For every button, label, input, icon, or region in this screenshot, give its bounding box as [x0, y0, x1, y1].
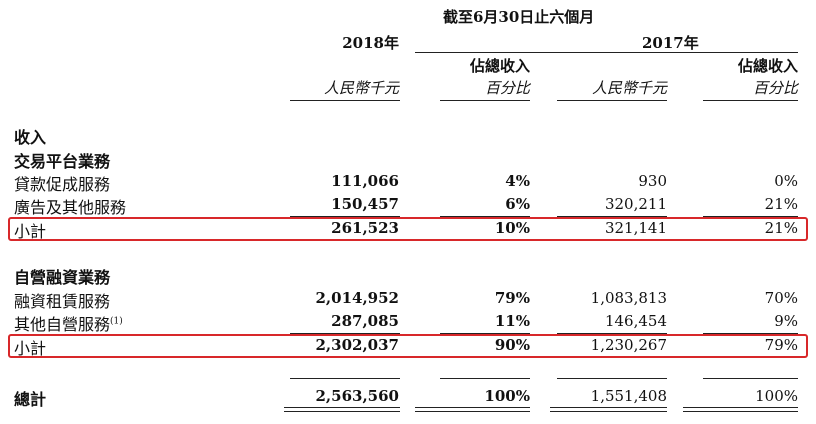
period-header: 截至6月30日止六個月: [443, 8, 595, 26]
row-label: 廣告及其他服務: [14, 198, 127, 217]
year-2017-header: 2017年: [642, 34, 699, 52]
cell-2018-pct: 11%: [494, 312, 530, 330]
subtotal-rule: [557, 333, 667, 334]
total-rule: [440, 378, 530, 379]
col3-underline: [557, 100, 667, 101]
total-double-underline: [683, 407, 798, 412]
row-label: 融資租賃服務: [14, 292, 111, 311]
cell-2018-value: 287,085: [331, 312, 399, 330]
col1-underline: [290, 100, 400, 101]
subtotal-rule: [290, 333, 400, 334]
subtotal-rule: [440, 216, 530, 217]
row-label: 貸款促成服務: [14, 175, 111, 194]
pct-header-2017-line1: 佔總收入: [737, 57, 798, 75]
pct-header-2018-line1: 佔總收入: [469, 57, 530, 75]
subtotal-rule: [290, 216, 400, 217]
footnote-marker: (1): [110, 316, 123, 327]
total-double-underline: [550, 407, 667, 412]
total-2018-pct: 100%: [484, 387, 530, 405]
total-2017-value: 1,551,408: [590, 387, 667, 405]
cell-2017-value: 1,083,813: [590, 289, 667, 307]
subtotal-2018-pct: 10%: [494, 219, 530, 237]
subtotal-label: 小計: [14, 222, 47, 241]
subtotal-highlight-box: [8, 217, 808, 241]
section-title-trading-platform: 交易平台業務: [14, 152, 111, 171]
row-label: 其他自營服務(1): [14, 311, 123, 335]
cell-2018-pct: 79%: [494, 289, 530, 307]
year-2018-header: 2018年: [342, 34, 399, 52]
cell-2018-pct: 4%: [505, 172, 530, 190]
total-2017-pct: 100%: [755, 387, 798, 405]
cell-2017-value: 320,211: [604, 195, 667, 213]
cell-2018-value: 111,066: [331, 172, 399, 190]
subtotal-rule: [440, 333, 530, 334]
revenue-title: 收入: [14, 128, 47, 147]
cell-2018-value: 2,014,952: [315, 289, 399, 307]
subtotal-2018-value: 2,302,037: [315, 336, 399, 354]
total-rule: [290, 378, 400, 379]
subtotal-2017-value: 321,141: [604, 219, 667, 237]
period-underline: [415, 52, 798, 53]
pct-header-2017-line2: 百分比: [752, 79, 798, 97]
subtotal-rule: [703, 333, 798, 334]
col2-underline: [440, 100, 530, 101]
cell-2017-pct: 21%: [764, 195, 798, 213]
total-label: 總計: [14, 390, 47, 409]
total-rule: [703, 378, 798, 379]
subtotal-2018-pct: 90%: [494, 336, 530, 354]
cell-2018-value: 150,457: [331, 195, 399, 213]
row-label-text: 其他自營服務: [14, 315, 111, 334]
subtotal-2017-value: 1,230,267: [590, 336, 667, 354]
subtotal-rule: [557, 216, 667, 217]
cell-2018-pct: 6%: [505, 195, 530, 213]
unit-header-2017: 人民幣千元: [591, 79, 667, 97]
cell-2017-value: 146,454: [604, 312, 667, 330]
cell-2017-pct: 70%: [764, 289, 798, 307]
subtotal-rule: [703, 216, 798, 217]
unit-header-2018: 人民幣千元: [323, 79, 399, 97]
total-double-underline: [284, 407, 400, 412]
subtotal-2017-pct: 79%: [764, 336, 798, 354]
section-title-self-operated: 自營融資業務: [14, 268, 111, 287]
col4-underline: [703, 100, 798, 101]
subtotal-2018-value: 261,523: [331, 219, 399, 237]
cell-2017-pct: 0%: [774, 172, 798, 190]
total-rule: [557, 378, 667, 379]
total-double-underline: [415, 407, 530, 412]
subtotal-highlight-box: [8, 334, 808, 358]
subtotal-label: 小計: [14, 339, 47, 358]
cell-2017-value: 930: [638, 172, 667, 190]
pct-header-2018-line2: 百分比: [484, 79, 530, 97]
subtotal-2017-pct: 21%: [764, 219, 798, 237]
total-2018-value: 2,563,560: [315, 387, 399, 405]
cell-2017-pct: 9%: [774, 312, 798, 330]
